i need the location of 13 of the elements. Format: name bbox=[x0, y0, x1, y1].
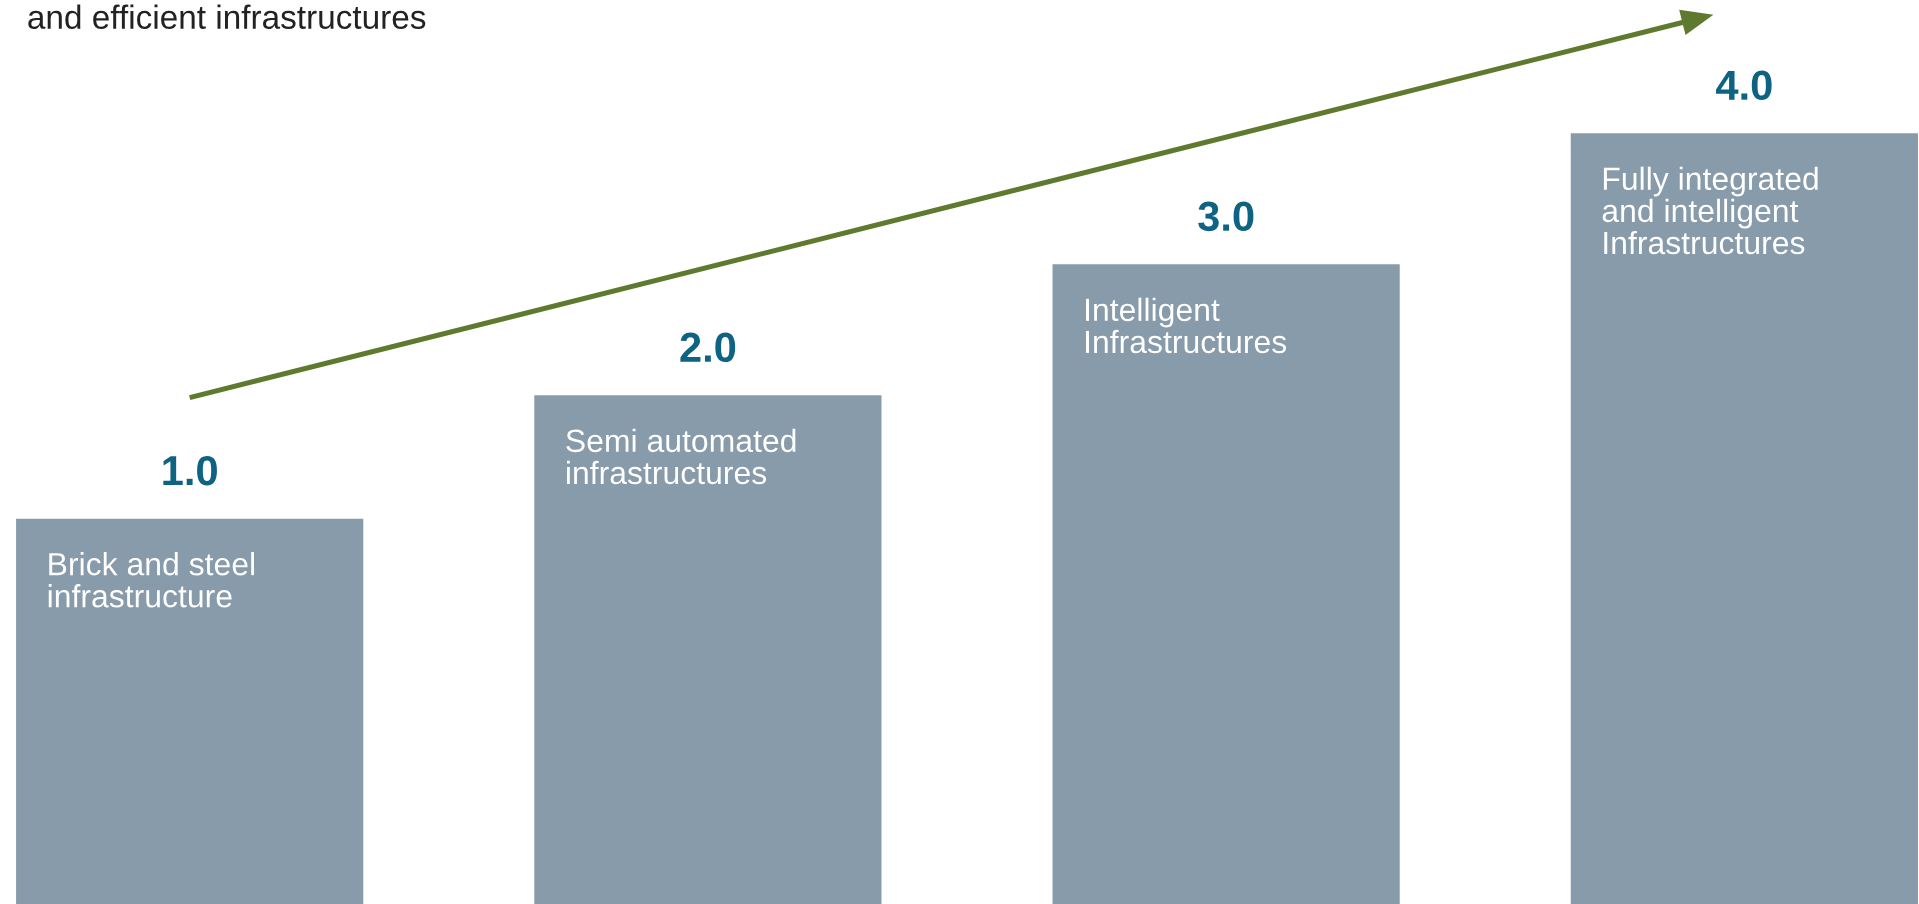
x-tick-label: 4.0 bbox=[1716, 70, 1772, 101]
annotation: Intelligent Infrastructures bbox=[1086, 297, 1287, 354]
chart-title: and efficient infrastructures bbox=[28, 4, 426, 29]
annotation: Semi automated infrastructures bbox=[566, 428, 796, 485]
x-tick-label: 1.0 bbox=[163, 455, 217, 486]
x-tick-label: 3.0 bbox=[1198, 201, 1254, 232]
annotation: Fully integrated and intelligent Infrastructures bbox=[1602, 166, 1818, 255]
bar bbox=[1570, 133, 1918, 904]
annotation: Brick and steel infrastructure bbox=[48, 552, 254, 608]
bar bbox=[16, 518, 364, 904]
bar bbox=[534, 395, 882, 904]
x-tick-label: 2.0 bbox=[680, 332, 736, 363]
bar bbox=[1052, 264, 1400, 904]
